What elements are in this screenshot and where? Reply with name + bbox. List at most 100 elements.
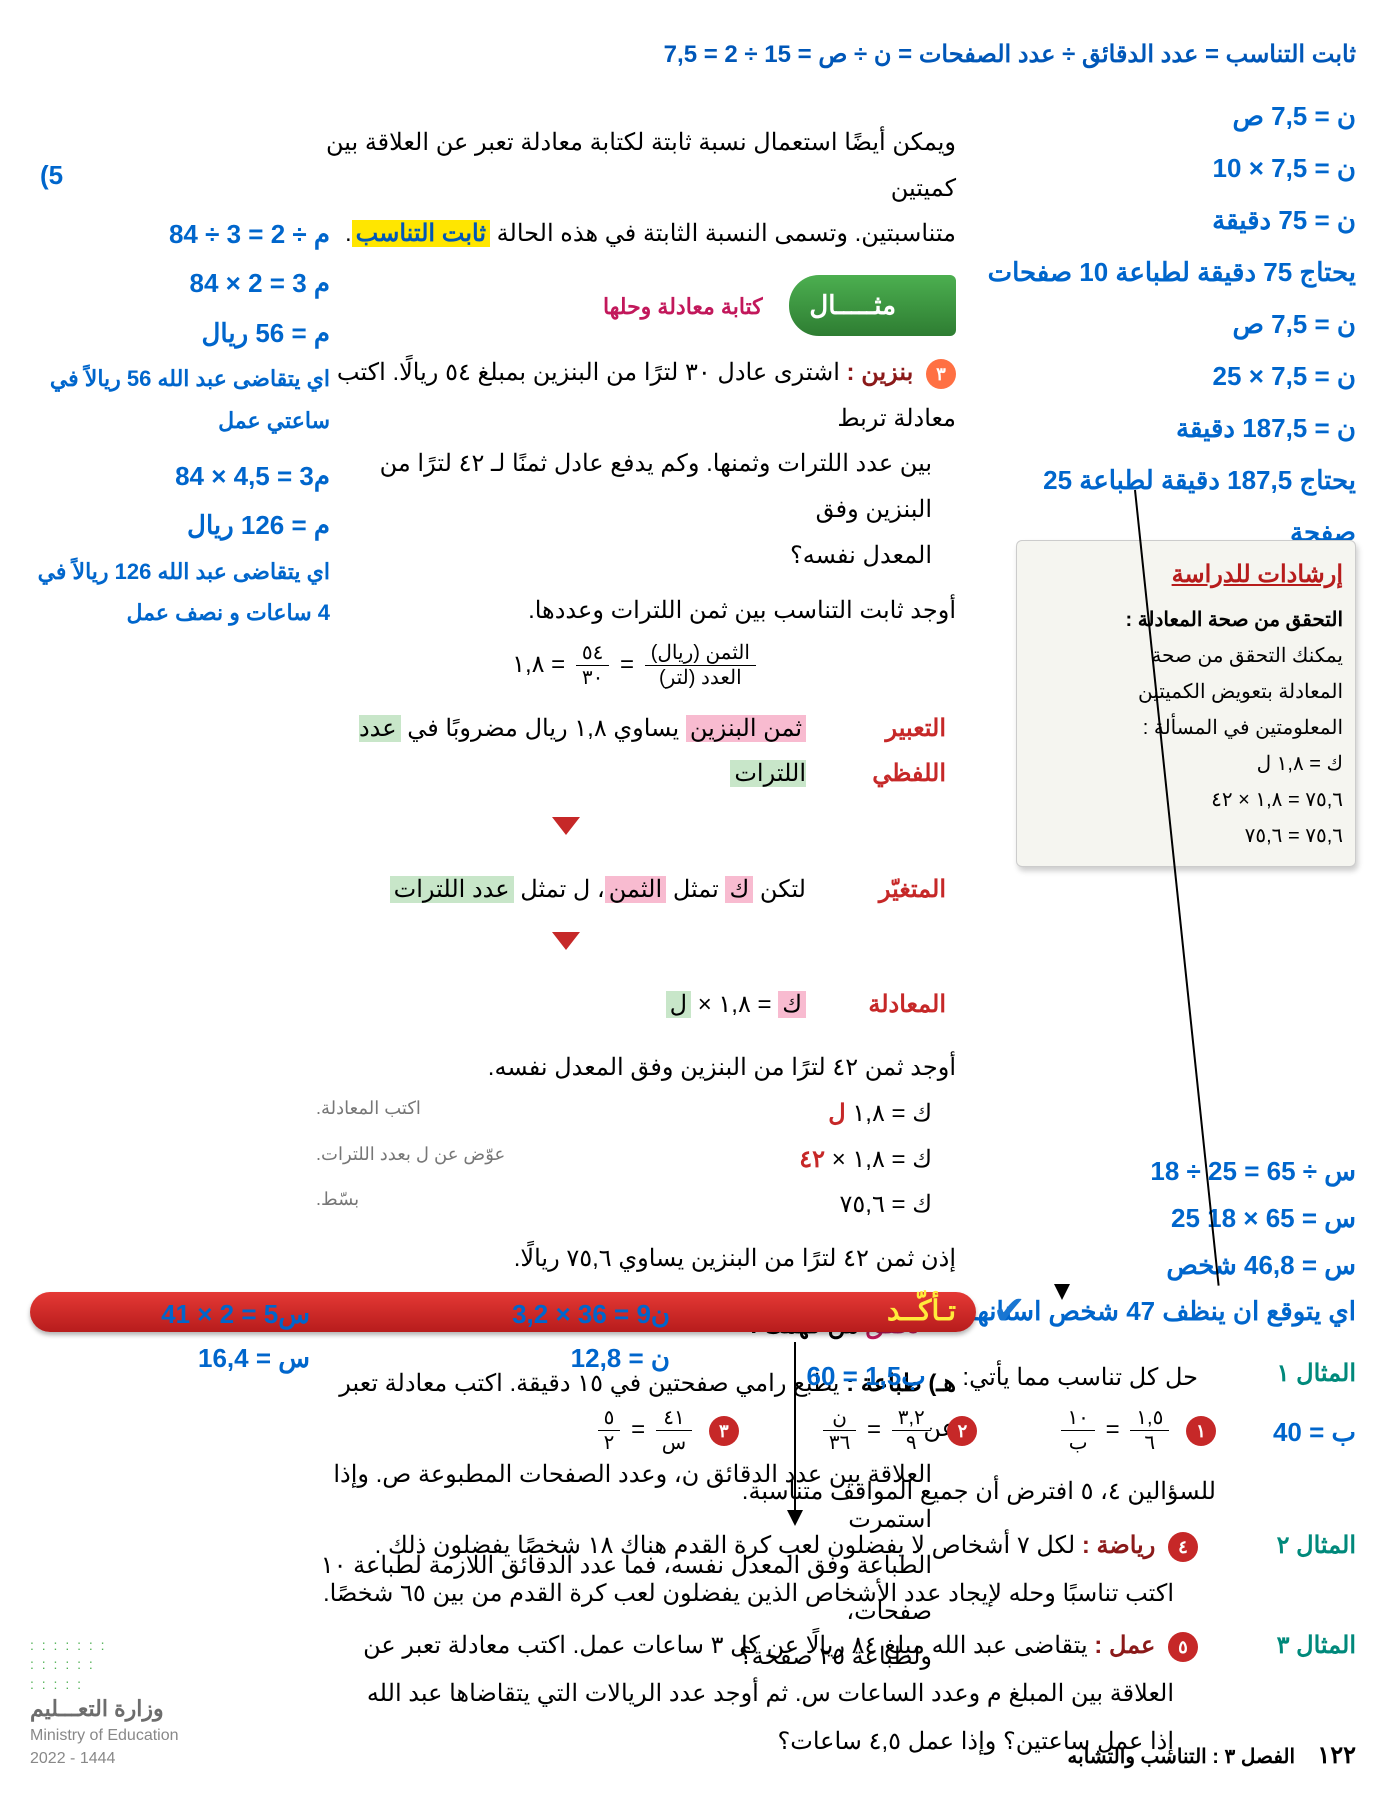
q4-1: لكل ٧ أشخاص لا يفضلون لعب كرة القدم هناك…	[375, 1532, 1076, 1559]
example-lead: بنزين :	[847, 359, 914, 386]
la-a3: م = 56 ريال	[30, 309, 330, 358]
q2f1b: ٩	[892, 1431, 931, 1453]
ex-bans1: ب1,5 = 60	[807, 1361, 926, 1391]
bar-check-icon: ✔	[992, 1288, 1026, 1334]
s2l1b: ل	[828, 1100, 845, 1127]
study-sub: التحقق من صحة المعادلة :	[1125, 609, 1343, 631]
q1f2t: ١٠	[1061, 1408, 1094, 1431]
ex-q2: ٢ ٣,٢٩ = ن٣٦	[819, 1406, 978, 1454]
circle-4: ٤	[1168, 1532, 1198, 1562]
rc-line: ن = 7,5 ص	[976, 298, 1356, 350]
frac-den: ٣٠	[576, 666, 609, 688]
tbl-r1b: يساوي ١,٨ ريال مضروبًا في	[401, 715, 686, 742]
ex-step1: أوجد ثابت التناسب بين ثمن اللترات وعددها…	[316, 588, 956, 634]
expression-table: التعبير اللفظي ثمن البنزين يساوي ١,٨ ريا…	[316, 700, 956, 1034]
q1f1b: ٦	[1130, 1431, 1169, 1453]
intro-p1: ويمكن أيضًا استعمال نسبة ثابتة لكتابة مع…	[316, 120, 956, 211]
q3f2b: ٢	[598, 1431, 621, 1453]
arrow-line-2	[794, 1342, 796, 1512]
study-l4: ك = ١,٨ ل	[1029, 746, 1343, 782]
ex-q1: ١ ١,٥٦ = ١٠ب	[1057, 1406, 1216, 1454]
circle-3: ٣	[709, 1416, 739, 1446]
frac-eq: = ١,٨	[512, 651, 565, 678]
example-q: ٣ بنزين : اشترى عادل ٣٠ لترًا من البنزين…	[316, 350, 956, 441]
hw65-3: س = 46,8 شخص	[716, 1242, 1356, 1289]
la-b3: اي يتقاضى عبد الله 126 ريالاً في 4 ساعات…	[30, 551, 330, 635]
ex-bans2: ب = 40	[1216, 1406, 1356, 1458]
t2e: ، ل تمثل	[514, 876, 605, 903]
q3f2t: ٥	[598, 1408, 621, 1431]
tbl-r3: ك = ١,٨ × ل	[316, 976, 816, 1034]
tbl-r1: ثمن البنزين يساوي ١,٨ ريال مضروبًا في عد…	[316, 700, 816, 803]
example-subtitle: كتابة معادلة وحلها	[603, 294, 763, 319]
frac-num: ٥٤	[576, 643, 609, 666]
t3b: = ١,٨ ×	[691, 991, 778, 1018]
page-number: ١٢٢	[1317, 1742, 1356, 1769]
problem-5-label: 5)	[40, 160, 63, 191]
t3a: ك	[778, 991, 806, 1018]
ex-note45: للسؤالين ٤، ٥ افترض أن جميع المواقف متنا…	[30, 1468, 1216, 1516]
t2a: لتكن	[753, 876, 806, 903]
study-tips-box: إرشادات للدراسة التحقق من صحة المعادلة :…	[1016, 540, 1356, 867]
rc-line: ن = 7,5 ص	[976, 90, 1356, 142]
frac-label-top: الثمن (ريال)	[645, 643, 756, 666]
la-a4: اي يتقاضى عبد الله 56 ريالاً في ساعتي عم…	[30, 358, 330, 442]
hw65-1: س ÷ 65 = 25 ÷ 18	[716, 1148, 1356, 1195]
an1: ن9 = 36 × 3,2	[430, 1292, 670, 1336]
rc-line: ن = 187,5 دقيقة	[976, 402, 1356, 454]
q2f2t: ن	[823, 1408, 856, 1431]
q4-lead: رياضة :	[1082, 1532, 1156, 1559]
study-title: إرشادات للدراسة	[1029, 553, 1343, 596]
la-b2: م = 126 ريال	[30, 501, 330, 550]
arrow-down-icon	[552, 932, 580, 950]
intro-p2a: متناسبتين. وتسمى النسبة الثابتة في هذه ا…	[490, 220, 956, 247]
frac-label-bot: العدد (لتر)	[645, 666, 756, 688]
tbl-r1a: ثمن البنزين	[686, 715, 806, 742]
la-a2: م 3 = 2 × 84	[30, 259, 330, 308]
q1f1t: ١,٥	[1130, 1408, 1169, 1431]
fraction-row: الثمن (ريال)العدد (لتر) = ٥٤٣٠ = ١,٨	[356, 642, 916, 688]
chapter-label: الفصل ٣ : التناسب والتشابه	[1067, 1746, 1295, 1768]
bar-label: تـأكّــد	[887, 1294, 956, 1327]
q3f1b: س	[656, 1431, 692, 1453]
as1: س5 = 2 × 41	[30, 1292, 310, 1336]
s2l3n: بسّط.	[316, 1182, 359, 1228]
t2d: الثمن	[605, 876, 666, 903]
study-l3: المعلومتين في المسألة :	[1029, 710, 1343, 746]
rc-line: ن = 7,5 × 10	[976, 142, 1356, 194]
ministry-ar: وزارة التعـــليم	[30, 1694, 179, 1725]
example-number: ٣	[926, 359, 956, 389]
study-l6: ٧٥,٦ = ٧٥,٦	[1029, 818, 1343, 854]
left-handwritten: م ÷ 2 = 3 ÷ 84 م 3 = 2 × 84 م = 56 ريال …	[30, 210, 330, 634]
ex-q3: ٣ ٤١س = ٥٢	[594, 1406, 739, 1454]
arrowhead-icon-2	[787, 1510, 803, 1526]
intro-p2: متناسبتين. وتسمى النسبة الثابتة في هذه ا…	[316, 211, 956, 257]
intro-p2c: .	[345, 220, 352, 247]
ex-intro: حل كل تناسب مما يأتي:	[962, 1364, 1198, 1391]
ex-q3: المعدل نفسه؟	[316, 533, 932, 579]
ministry-en: Ministry of Education	[30, 1725, 179, 1747]
study-l2: المعادلة بتعويض الكميتين	[1029, 674, 1343, 710]
ex-step2: أوجد ثمن ٤٢ لترًا من البنزين وفق المعدل …	[316, 1045, 956, 1091]
t2b: ك	[725, 876, 753, 903]
study-l1: يمكنك التحقق من صحة	[1029, 638, 1343, 674]
q2f1t: ٣,٢	[892, 1408, 931, 1431]
ex-m1: المثال ١	[1216, 1350, 1356, 1398]
s2-row1: ك = ١,٨ ل اكتب المعادلة.	[316, 1091, 932, 1137]
top-formula: ثابت التناسب = عدد الدقائق ÷ عدد الصفحات…	[40, 40, 1356, 69]
tbl-r3-label: المعادلة	[816, 976, 956, 1034]
s2l1a: ك = ١,٨	[846, 1100, 932, 1127]
tbl-r1-label: التعبير اللفظي	[816, 700, 956, 803]
ex-q2: بين عدد اللترات وثمنها. وكم يدفع عادل ثم…	[316, 441, 932, 532]
hw65-2: س = 65 × 18 25	[716, 1195, 1356, 1242]
arrow-down-icon	[552, 817, 580, 835]
arrowhead-icon	[1054, 1284, 1070, 1300]
tbl-r2-label: المتغيّر	[816, 861, 956, 919]
example-tab: مثـــــال	[789, 275, 956, 336]
rc-line: ن = 7,5 × 25	[976, 350, 1356, 402]
q1f2b: ب	[1061, 1431, 1094, 1453]
q3f1t: ٤١	[656, 1408, 692, 1431]
rc-line: ن = 75 دقيقة	[976, 194, 1356, 246]
tbl-r2: لتكن ك تمثل الثمن، ل تمثل عدد اللترات	[316, 861, 816, 919]
t3c: ل	[666, 991, 691, 1018]
